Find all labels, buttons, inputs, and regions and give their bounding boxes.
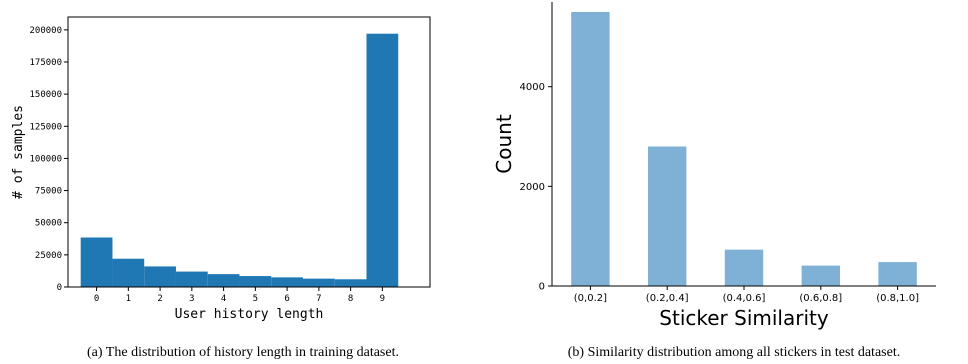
history-plot-frame <box>67 16 431 288</box>
history-y-tick-label: 175000 <box>29 58 62 68</box>
history-x-axis-label: User history length <box>175 307 324 322</box>
similarity-bar-3 <box>801 265 840 286</box>
history-bar-7 <box>302 278 335 287</box>
history-bar-2 <box>144 266 176 287</box>
history-y-tick-label: 25000 <box>35 251 62 261</box>
similarity-x-ticks: (0,0.2] (0.2,0.4] (0.4,0.6] (0.6,0.8] (0.8,1… <box>574 286 919 304</box>
sticker-similarity-chart: (0,0.2] (0.2,0.4] (0.4,0.6] (0.6,0.8] (0.8,1… <box>492 2 936 360</box>
history-y-ticks: 0 25000 50000 75000 100000 125000 150000 175000… <box>29 26 68 293</box>
history-x-tick-label: 1 <box>126 294 131 304</box>
history-length-chart: 0 1 2 3 4 5 6 7 8 9 0 25000 50000 75000 100000 125000 1… <box>11 16 431 360</box>
history-x-tick-label: 6 <box>284 294 289 304</box>
history-caption: (a) The distribution of history length i… <box>87 345 399 360</box>
similarity-bars <box>571 11 917 287</box>
similarity-y-axis-label: Count <box>492 114 516 174</box>
history-x-tick-label: 2 <box>157 294 162 304</box>
similarity-bar-4 <box>878 262 917 286</box>
history-x-tick-label: 5 <box>253 294 258 304</box>
history-bar-1 <box>112 258 145 287</box>
history-x-tick-label: 7 <box>316 294 321 304</box>
similarity-x-tick-label: (0.2,0.4] <box>646 293 689 304</box>
similarity-bar-0 <box>571 11 610 287</box>
history-y-tick-label: 100000 <box>29 154 62 164</box>
similarity-x-tick-label: (0.8,1.0] <box>876 293 919 304</box>
similarity-x-axis-label: Sticker Similarity <box>659 306 829 330</box>
similarity-bar-2 <box>724 249 764 286</box>
history-y-tick-label: 75000 <box>35 187 62 197</box>
history-y-tick-label: 50000 <box>35 219 62 229</box>
history-bar-9 <box>366 33 399 287</box>
history-bar-4 <box>207 274 240 287</box>
history-bar-0 <box>80 237 113 287</box>
history-x-tick-label: 9 <box>380 294 385 304</box>
history-y-tick-label: 150000 <box>29 90 62 100</box>
history-y-tick-label: 0 <box>57 283 62 293</box>
history-bar-6 <box>271 277 303 287</box>
history-y-tick-label: 200000 <box>29 26 62 36</box>
similarity-y-tick-label: 4000 <box>520 82 545 93</box>
similarity-y-tick-label: 0 <box>539 282 545 293</box>
similarity-x-tick-label: (0.6,0.8] <box>799 293 842 304</box>
history-x-tick-label: 3 <box>189 294 194 304</box>
history-y-axis-label: # of samples <box>11 105 26 199</box>
similarity-bar-1 <box>648 146 687 286</box>
history-bar-5 <box>239 276 272 287</box>
history-bar-3 <box>175 271 208 287</box>
history-x-tick-label: 8 <box>348 294 353 304</box>
history-x-tick-label: 0 <box>94 294 99 304</box>
similarity-caption: (b) Similarity distribution among all st… <box>568 345 900 360</box>
history-bar-8 <box>334 279 367 287</box>
history-bars <box>80 33 399 287</box>
history-y-tick-label: 125000 <box>29 122 62 132</box>
similarity-x-tick-label: (0,0.2] <box>574 293 607 304</box>
similarity-y-tick-label: 2000 <box>520 182 545 193</box>
history-x-ticks: 0 1 2 3 4 5 6 7 8 9 <box>94 287 385 304</box>
similarity-x-tick-label: (0.4,0.6] <box>723 293 766 304</box>
history-x-tick-label: 4 <box>221 294 226 304</box>
similarity-y-ticks: 0 2000 4000 <box>520 82 552 293</box>
